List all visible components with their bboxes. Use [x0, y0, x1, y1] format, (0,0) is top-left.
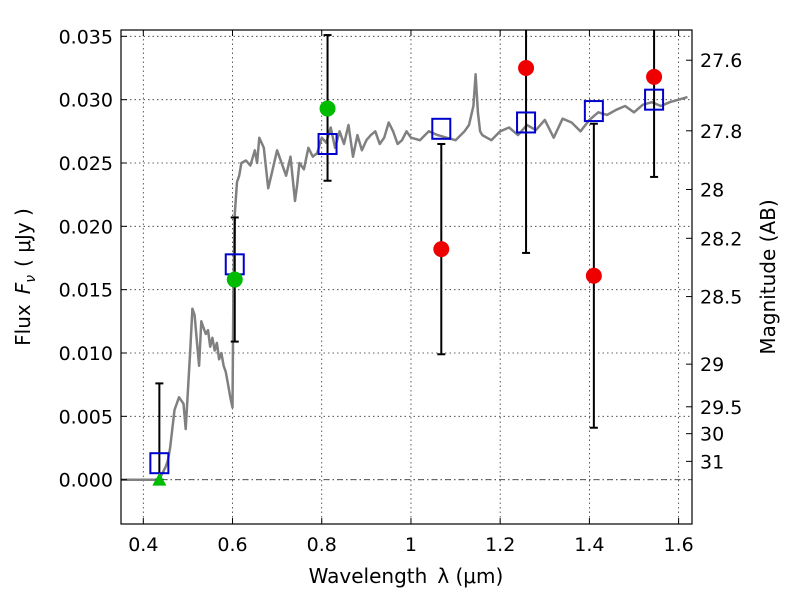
x-tick-label: 1.4	[574, 534, 604, 556]
x-tick-label: 1.2	[485, 534, 515, 556]
x-tick-label: 1	[405, 534, 417, 556]
y-tick-label: 0.005	[59, 406, 113, 428]
x-tick-label: 0.8	[307, 534, 337, 556]
y-tick-label: 0.030	[59, 90, 113, 112]
y-axis-symbol: F	[11, 282, 35, 294]
y-tick-label: 0.015	[59, 280, 113, 302]
grid-lines	[121, 30, 692, 524]
mag-tick-label: 28	[700, 179, 724, 201]
x-tick-label: 1.6	[664, 534, 694, 556]
y-tick-label: 0.010	[59, 343, 113, 365]
y-axis-title: Flux Fν ( μJy )	[11, 208, 39, 346]
observed-circle-point	[319, 100, 336, 117]
mag-tick-label: 28.5	[700, 287, 742, 309]
mag-tick-label: 27.8	[700, 121, 742, 143]
model-square-point	[583, 100, 604, 123]
y-tick-label: 0.035	[59, 26, 113, 48]
observed-circle-point	[646, 68, 663, 85]
tick-marks	[121, 30, 692, 524]
observed-circle-point	[433, 241, 450, 258]
x-tick-label: 0.6	[217, 534, 247, 556]
y-axis-unit: ( μJy )	[11, 208, 35, 267]
y-axis-subscript: ν	[23, 275, 39, 283]
plot-frame	[120, 29, 693, 525]
model-square-point	[431, 117, 452, 140]
mag-tick-label: 28.2	[700, 228, 742, 250]
upper-limit-triangle-point	[152, 472, 167, 486]
plot-data-group	[121, 30, 688, 486]
mag-tick-label: 30	[700, 424, 724, 446]
model-square-point	[644, 88, 665, 111]
x-axis-title: Wavelength λ (μm)	[309, 564, 504, 588]
y-tick-label: 0.025	[59, 153, 113, 175]
right-axis-title: Magnitude (AB)	[756, 199, 780, 354]
model-square-point	[317, 133, 338, 155]
x-tick-label: 0.4	[128, 534, 158, 556]
mag-tick-label: 29.5	[700, 397, 742, 419]
mag-tick-label: 29	[700, 354, 724, 376]
model-square-point	[516, 111, 537, 134]
observed-circle-point	[518, 60, 535, 76]
x-axis-symbol: λ (μm)	[437, 564, 503, 588]
y-tick-label: 0.020	[59, 216, 113, 238]
mag-tick-label: 27.6	[700, 50, 742, 72]
y-tick-label: 0.000	[59, 470, 113, 492]
x-axis-title-text: Wavelength	[309, 564, 428, 588]
mag-tick-label: 31	[700, 451, 724, 473]
observed-circle-point	[585, 267, 602, 284]
spectrum-line	[121, 73, 688, 481]
y-axis-title-text: Flux	[11, 304, 35, 346]
observed-circle-point	[226, 271, 243, 288]
